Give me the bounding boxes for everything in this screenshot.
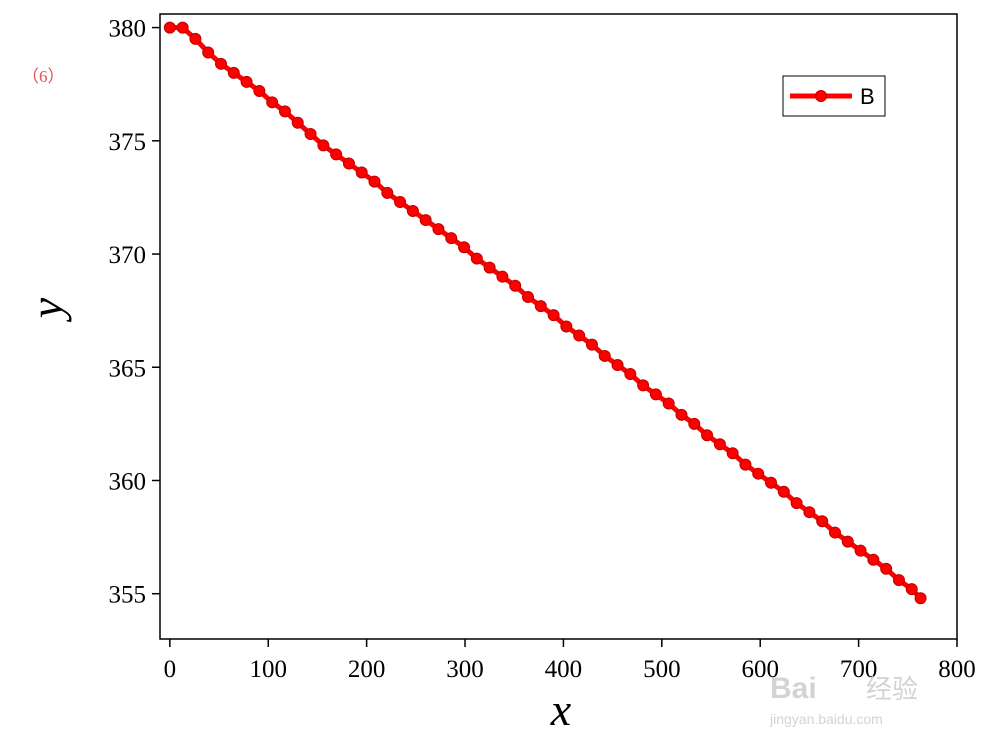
data-point [317,139,330,152]
data-point [790,497,803,510]
x-tick-label: 700 [840,656,878,683]
x-tick-label: 600 [741,656,779,683]
data-point [713,438,726,451]
legend-label: B [860,84,875,109]
data-point [534,300,547,313]
legend: B [782,75,886,117]
data-point [394,195,407,208]
data-point [342,157,355,170]
x-tick-label: 200 [348,656,386,683]
data-point [483,261,496,274]
data-point [662,397,675,410]
data-point [445,232,458,245]
data-point [854,544,867,557]
data-point [406,205,419,218]
y-tick-label: 375 [109,129,147,156]
data-point [726,447,739,460]
data-point [739,458,752,471]
data-point [432,223,445,236]
data-point [355,166,368,179]
data-point [560,320,573,333]
corner-label: （6） [22,67,65,86]
data-point [585,338,598,351]
y-tick-label: 370 [109,242,147,269]
data-point [163,21,176,34]
data-point [624,368,637,381]
data-point [777,485,790,498]
x-tick-label: 400 [545,656,583,683]
x-tick-label: 0 [164,656,177,683]
data-point [598,349,611,362]
data-point [419,214,432,227]
data-point [381,186,394,199]
data-point [227,66,240,79]
data-point [330,148,343,161]
data-point [458,241,471,254]
data-point [611,358,624,371]
data-point [496,270,509,283]
data-point [240,75,253,88]
watermark-brand: Bai [770,672,817,705]
data-point [304,128,317,141]
data-point [803,506,816,519]
data-point [914,592,927,605]
y-tick-label: 380 [109,16,147,43]
y-tick-label: 355 [109,582,147,609]
data-point [867,553,880,566]
data-point [470,252,483,265]
x-tick-label: 100 [249,656,287,683]
data-point [765,476,778,489]
data-point [752,467,765,480]
watermark: Bai 经验 jingyan.baidu.com [769,672,918,727]
x-tick-label: 300 [446,656,484,683]
data-point [189,32,202,45]
y-tick-label: 365 [109,355,147,382]
data-point [880,562,893,575]
watermark-url: jingyan.baidu.com [769,711,883,727]
data-point [701,429,714,442]
x-axis: 0 100 200 300 400 500 600 700 800 [164,639,976,683]
data-point [688,417,701,430]
data-point [253,84,266,97]
y-axis-title: y [21,297,72,322]
data-point [291,116,304,129]
data-point [828,526,841,539]
x-axis-title: x [550,684,572,735]
watermark-brand-cn: 经验 [866,674,918,704]
data-point [675,408,688,421]
data-point [278,105,291,118]
data-point [892,574,905,587]
y-tick-label: 360 [109,468,147,495]
plot-marks [163,21,927,605]
legend-marker-swatch [815,90,827,102]
x-tick-label: 800 [938,656,976,683]
data-point [649,388,662,401]
data-point [573,329,586,342]
data-point [816,515,829,528]
data-point [521,291,534,304]
data-point [266,96,279,109]
plot-frame [159,13,958,640]
data-point [368,175,381,188]
data-point [202,46,215,59]
x-tick-label: 500 [643,656,681,683]
data-point [176,21,189,34]
data-point [509,279,522,292]
y-axis: 355 360 365 370 375 380 [109,16,160,609]
data-point [215,57,228,70]
data-point [841,535,854,548]
data-point [905,583,918,596]
data-point [637,379,650,392]
data-point [547,309,560,322]
